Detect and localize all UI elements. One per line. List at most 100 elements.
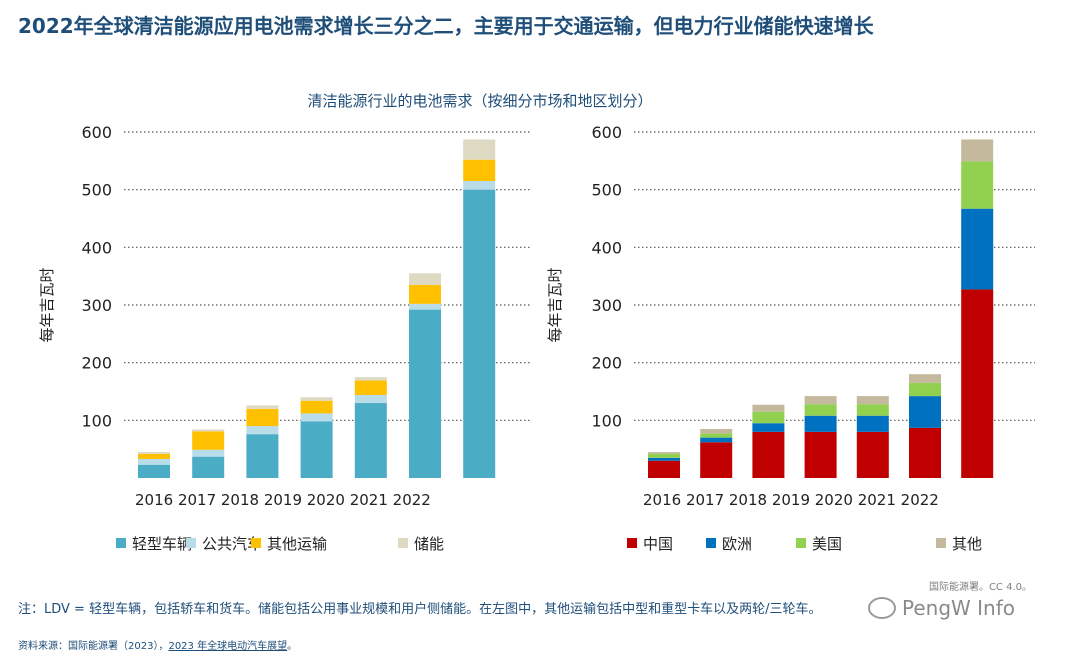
bar-2019-公共汽车	[300, 413, 333, 422]
bar-2017-其他	[700, 428, 733, 434]
left-chart: 每年吉瓦时 100 200 300 400 500 600 2016 2017 2018 20…	[38, 123, 530, 553]
bar-2018-美国	[752, 411, 785, 424]
bar-2022-储能	[463, 139, 496, 160]
bar-2022-美国	[961, 161, 994, 209]
bar-2016-其他运输	[138, 453, 170, 459]
bar-2018-储能	[246, 405, 279, 409]
bar-2020-中国	[856, 431, 889, 478]
source-prefix: 资料来源：国际能源署（2023），	[18, 641, 169, 652]
legend-label-储能: 储能	[414, 535, 444, 553]
legend-swatch-欧洲	[706, 538, 716, 548]
bar-2020-公共汽车	[354, 394, 387, 404]
bar-2017-公共汽车	[192, 449, 225, 457]
watermark-text: PengW Info	[902, 596, 1016, 620]
y-axis-label: 每年吉瓦时	[546, 267, 564, 342]
y-tick-label: 500	[591, 181, 622, 200]
bar-2020-美国	[856, 404, 889, 416]
bar-2020-其他运输	[354, 380, 387, 395]
bar-2018-轻型车辆	[246, 434, 279, 478]
bar-2019-其他	[804, 396, 837, 405]
bar-2017-储能	[192, 429, 225, 432]
y-tick-label: 400	[591, 238, 622, 257]
bar-2022-其他	[961, 139, 994, 162]
legend-swatch-储能	[398, 538, 408, 548]
legend-label-中国: 中国	[643, 535, 673, 553]
source-link[interactable]: 2023 年全球电动汽车展望	[168, 641, 288, 652]
bar-2022-公共汽车	[463, 181, 496, 190]
legend-swatch-美国	[796, 538, 806, 548]
bar-2018-其他运输	[246, 408, 279, 427]
headline: 2022年全球清洁能源应用电池需求增长三分之二，主要用于交通运输，但电力行业储能…	[18, 14, 874, 38]
y-axis-label: 每年吉瓦时	[38, 267, 56, 342]
legend-swatch-轻型车辆	[116, 538, 126, 548]
y-tick-label: 600	[81, 123, 112, 142]
right-chart: 每年吉瓦时 100 200 300 400 500 600 2016 2017 2018 20…	[546, 123, 1035, 553]
bar-2017-其他运输	[192, 431, 225, 450]
bar-2018-中国	[752, 431, 785, 478]
legend-swatch-其他	[936, 538, 946, 548]
bar-2017-欧洲	[700, 437, 733, 443]
bar-2016-中国	[648, 460, 680, 478]
bar-2019-美国	[804, 404, 837, 416]
x-category-labels: 2016 2017 2018 2019 2020 2021 2022	[135, 491, 431, 509]
legend-swatch-其他运输	[251, 538, 261, 548]
y-tick-label: 600	[591, 123, 622, 142]
y-tick-label: 300	[591, 296, 622, 315]
source-suffix: 。	[287, 641, 298, 652]
bar-2016-欧洲	[648, 457, 680, 461]
bar-2022-其他运输	[463, 159, 496, 182]
bar-2016-公共汽车	[138, 458, 170, 465]
y-tick-label: 100	[81, 411, 112, 430]
bar-2019-轻型车辆	[300, 421, 333, 478]
legend-label-欧洲: 欧洲	[722, 535, 752, 553]
bar-2019-中国	[804, 431, 837, 478]
bar-2016-储能	[138, 452, 170, 454]
bar-2016-其他	[648, 452, 680, 454]
legend-label-美国: 美国	[812, 535, 842, 553]
bar-2021-公共汽车	[409, 303, 441, 310]
bar-2019-储能	[300, 397, 333, 401]
bar-2022-轻型车辆	[463, 189, 496, 478]
y-tick-label: 300	[81, 296, 112, 315]
y-tick-label: 500	[81, 181, 112, 200]
legend-label-其他运输: 其他运输	[267, 535, 327, 553]
bar-2021-其他	[909, 374, 941, 383]
bar-2017-中国	[700, 442, 733, 478]
x-category-labels: 2016 2017 2018 2019 2020 2021 2022	[643, 491, 939, 509]
bar-2020-欧洲	[856, 415, 889, 432]
bar-2021-欧洲	[909, 396, 941, 428]
bar-2021-中国	[909, 427, 941, 478]
bar-2018-公共汽车	[246, 426, 279, 435]
bar-2022-欧洲	[961, 208, 994, 290]
watermark: PengW Info	[868, 596, 1015, 620]
chat-bubble-icon	[868, 597, 896, 619]
y-tick-label: 100	[591, 411, 622, 430]
bar-2020-储能	[354, 377, 387, 381]
credit-text: 国际能源署。CC 4.0。	[928, 582, 1032, 593]
legend-swatch-中国	[627, 538, 637, 548]
y-tick-label: 400	[81, 238, 112, 257]
y-tick-label: 200	[591, 354, 622, 373]
bar-2016-美国	[648, 453, 680, 458]
source-line: 资料来源：国际能源署（2023），2023 年全球电动汽车展望。	[18, 637, 297, 652]
bar-2021-美国	[909, 382, 941, 397]
bar-2020-轻型车辆	[354, 403, 387, 478]
legend-label-公共汽车: 公共汽车	[202, 535, 262, 553]
footnote: 注：LDV = 轻型车辆，包括轿车和货车。储能包括公用事业规模和用户侧储能。在左…	[18, 602, 822, 617]
bar-2017-轻型车辆	[192, 456, 225, 478]
bar-2020-其他	[856, 396, 889, 405]
bar-2016-轻型车辆	[138, 464, 170, 478]
bar-2017-美国	[700, 433, 733, 438]
bar-2018-欧洲	[752, 423, 785, 432]
bar-2021-储能	[409, 273, 441, 285]
legend-label-轻型车辆: 轻型车辆	[132, 535, 192, 553]
y-tick-label: 200	[81, 354, 112, 373]
legend-label-其他: 其他	[952, 535, 982, 553]
chart-subtitle: 清洁能源行业的电池需求（按细分市场和地区划分）	[307, 92, 653, 110]
bar-2018-其他	[752, 404, 785, 412]
bar-2021-轻型车辆	[409, 309, 441, 478]
bar-2019-欧洲	[804, 415, 837, 432]
bar-2021-其他运输	[409, 284, 441, 304]
bar-2019-其他运输	[300, 400, 333, 414]
legend-swatch-公共汽车	[186, 538, 196, 548]
